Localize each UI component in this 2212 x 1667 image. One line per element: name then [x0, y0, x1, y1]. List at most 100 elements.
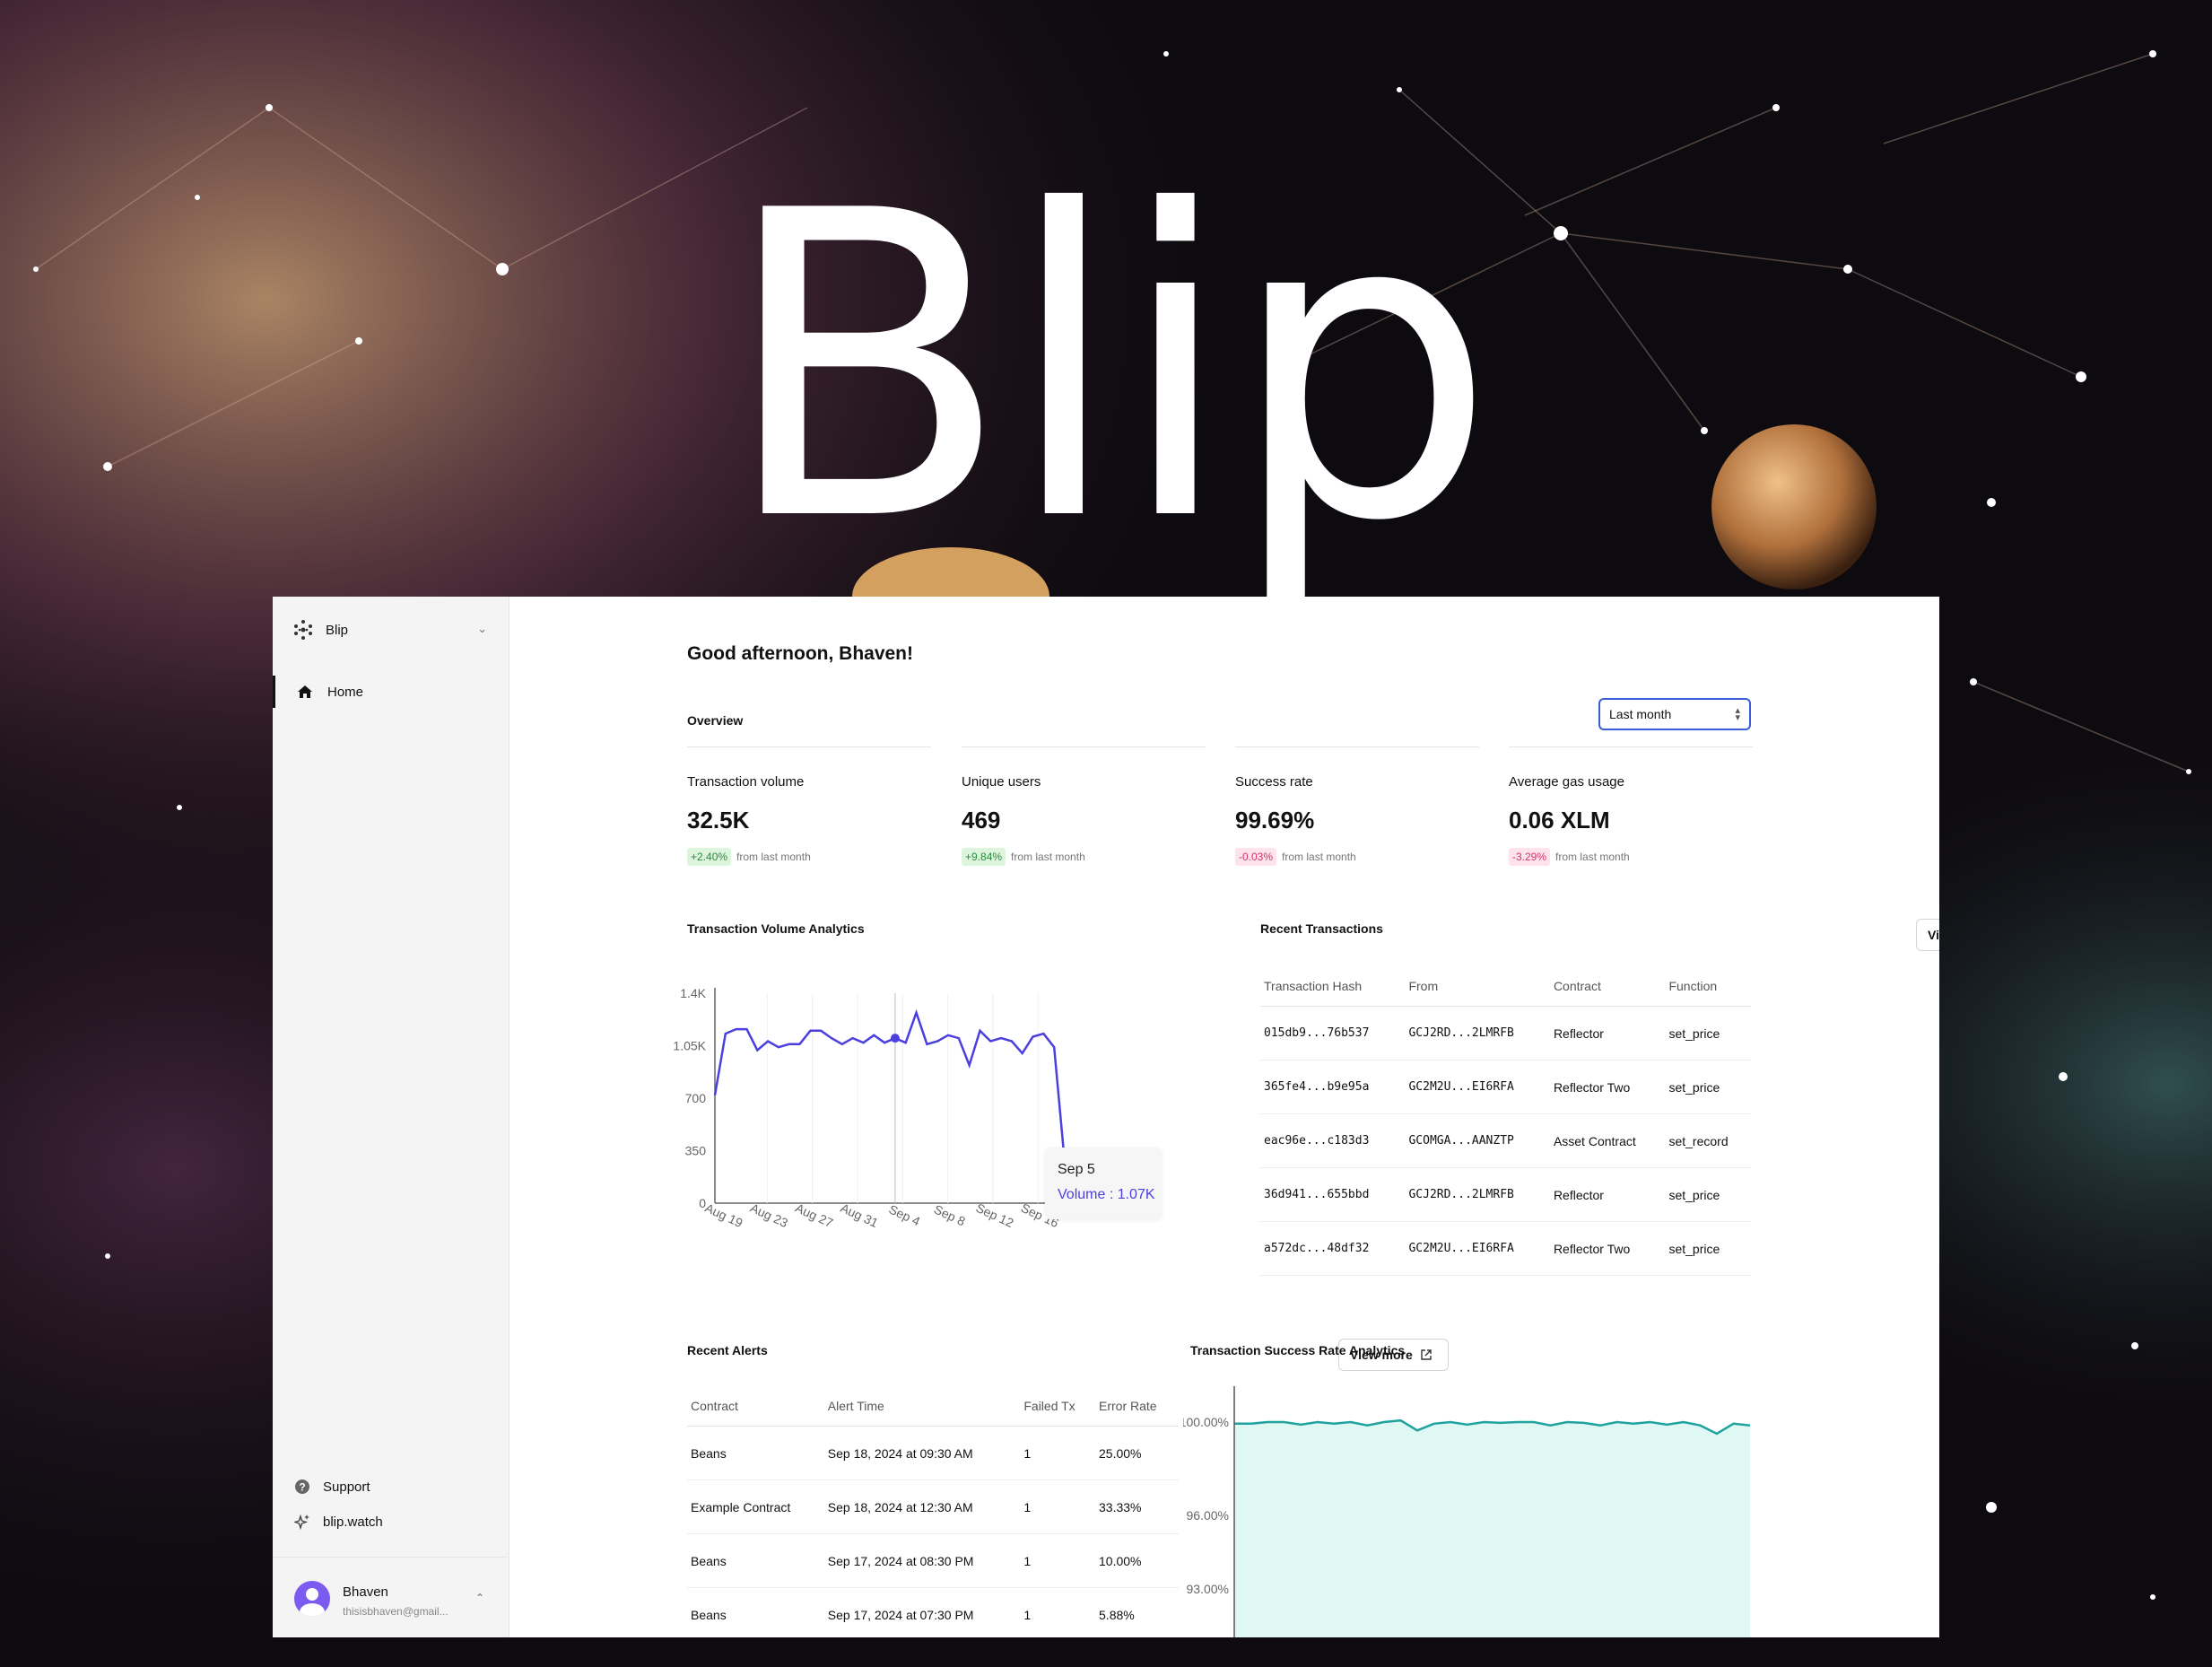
alert-error-rate: 25.00%: [1095, 1426, 1179, 1480]
column-header: Error Rate: [1095, 1386, 1179, 1427]
column-header: Alert Time: [823, 1386, 1021, 1427]
svg-text:?: ?: [299, 1481, 305, 1494]
table-row[interactable]: Beans Sep 17, 2024 at 07:30 PM 1 5.88%: [687, 1587, 1179, 1637]
table-row[interactable]: a572dc...48df32 GC2M2U...EI6RFA Reflecto…: [1260, 1221, 1751, 1276]
app-window: Blip ⌄ Home ? Support blip.watch Bha: [273, 597, 1939, 1637]
chart-tooltip: Sep 5 Volume : 1.07K: [1045, 1148, 1162, 1219]
column-header: Contract: [1549, 966, 1666, 1007]
chevron-down-icon[interactable]: ⌄: [477, 622, 487, 635]
chevron-up-down-icon: ▴ ▾: [1735, 705, 1740, 723]
stat-note: from last month: [1011, 851, 1085, 863]
volume-chart-title: Transaction Volume Analytics: [687, 921, 865, 936]
hero-title: Blip: [721, 122, 1496, 613]
recent-transactions-title: Recent Transactions: [1260, 921, 1383, 936]
volume-series-line: [713, 1008, 1067, 1164]
y-tick-label: 1.4K: [680, 986, 706, 1000]
tx-hash: a572dc...48df32: [1260, 1221, 1406, 1276]
tx-hash: eac96e...c183d3: [1260, 1113, 1406, 1168]
table-row[interactable]: eac96e...c183d3 GCOMGA...AANZTP Asset Co…: [1260, 1113, 1751, 1168]
avatar: [294, 1581, 330, 1617]
tx-hash: 365fe4...b9e95a: [1260, 1060, 1406, 1114]
success-series-line: [1234, 1418, 1751, 1436]
button-label: View more: [1350, 1348, 1413, 1362]
x-tick-label: Aug 19: [703, 1200, 745, 1230]
column-header: From: [1405, 966, 1550, 1007]
sidebar-item-home[interactable]: Home: [273, 676, 508, 708]
x-tick-label: Sep 4: [886, 1201, 922, 1228]
stat-note: from last month: [1555, 851, 1630, 863]
stat-label: Unique users: [962, 774, 1041, 790]
y-tick-label: 100.00%: [1183, 1415, 1229, 1429]
view-more-alerts-button[interactable]: View more: [1338, 1339, 1449, 1371]
table-row[interactable]: Example Contract Sep 18, 2024 at 12:30 A…: [687, 1479, 1179, 1534]
stat-value: 99.69%: [1235, 807, 1315, 834]
alert-time: Sep 17, 2024 at 07:30 PM: [823, 1587, 1021, 1637]
table-row[interactable]: Beans Sep 18, 2024 at 09:30 AM 1 25.00%: [687, 1426, 1179, 1480]
stat-change-badge: -0.03%: [1235, 848, 1277, 866]
view-more-transactions-button[interactable]: View more: [1916, 919, 1939, 951]
column-header: Failed Tx: [1020, 1386, 1096, 1427]
alert-contract: Beans: [687, 1587, 824, 1637]
stat-change-badge: -3.29%: [1509, 848, 1551, 866]
workspace-name: Blip: [326, 622, 349, 638]
tx-function: set_price: [1665, 1060, 1751, 1114]
tx-from: GCOMGA...AANZTP: [1405, 1113, 1550, 1168]
table-row[interactable]: 015db9...76b537 GCJ2RD...2LMRFB Reflecto…: [1260, 1006, 1751, 1060]
alert-error-rate: 33.33%: [1095, 1479, 1179, 1534]
y-tick-label: 350: [685, 1144, 707, 1158]
workspace-switcher[interactable]: Blip: [292, 616, 348, 643]
alert-contract: Example Contract: [687, 1479, 824, 1534]
range-select-value: Last month: [1609, 707, 1672, 721]
alert-failed-tx: 1: [1020, 1479, 1096, 1534]
button-label: View more: [1928, 928, 1939, 942]
tx-contract: Reflector: [1549, 1006, 1666, 1060]
sidebar-item-support[interactable]: ? Support: [294, 1479, 370, 1495]
tx-from: GC2M2U...EI6RFA: [1405, 1221, 1550, 1276]
range-select[interactable]: Last month ▴ ▾: [1598, 698, 1751, 730]
workspace-logo-icon: [294, 620, 312, 640]
greeting: Good afternoon, Bhaven!: [687, 643, 913, 664]
stat-change-badge: +9.84%: [962, 848, 1006, 866]
alert-time: Sep 18, 2024 at 09:30 AM: [823, 1426, 1021, 1480]
external-link-icon: [1421, 1349, 1432, 1360]
stat-value: 32.5K: [687, 807, 750, 834]
y-tick-label: 96.00%: [1187, 1508, 1229, 1523]
recent-alerts-title: Recent Alerts: [687, 1343, 768, 1357]
tx-function: set_price: [1665, 1221, 1751, 1276]
tooltip-date: Sep 5: [1058, 1162, 1095, 1177]
tx-contract: Reflector: [1549, 1167, 1666, 1222]
y-tick-label: 0: [699, 1196, 706, 1210]
tx-contract: Reflector Two: [1549, 1221, 1666, 1276]
table-row[interactable]: 365fe4...b9e95a GC2M2U...EI6RFA Reflecto…: [1260, 1060, 1751, 1114]
chevron-up-icon[interactable]: ⌃: [475, 1592, 484, 1604]
success-rate-chart[interactable]: 100.00% 96.00% 93.00%: [1183, 1386, 1757, 1637]
column-header: Function: [1665, 966, 1751, 1007]
alert-time: Sep 18, 2024 at 12:30 AM: [823, 1479, 1021, 1534]
hover-point: [890, 1034, 900, 1043]
transactions-table: Transaction Hash From Contract Function …: [1260, 966, 1751, 1276]
sidebar-item-label: Support: [323, 1479, 370, 1495]
sidebar-item-site[interactable]: blip.watch: [294, 1514, 383, 1530]
alerts-table: Contract Alert Time Failed Tx Error Rate…: [687, 1386, 1179, 1637]
user-menu[interactable]: Bhaven thisisbhaven@gmail... ⌃: [273, 1557, 508, 1637]
alert-error-rate: 10.00%: [1095, 1533, 1179, 1588]
tx-from: GCJ2RD...2LMRFB: [1405, 1006, 1550, 1060]
stat-transaction-volume: Transaction volume 32.5K +2.40% from last…: [687, 746, 931, 866]
sparkles-icon: [294, 1514, 309, 1530]
overview-title: Overview: [687, 713, 744, 728]
stat-label: Transaction volume: [687, 774, 805, 790]
y-tick-label: 93.00%: [1187, 1582, 1229, 1596]
alert-time: Sep 17, 2024 at 08:30 PM: [823, 1533, 1021, 1588]
success-area-fill: [1234, 1420, 1750, 1637]
user-name: Bhaven: [343, 1584, 388, 1600]
table-row[interactable]: Beans Sep 17, 2024 at 08:30 PM 1 10.00%: [687, 1533, 1179, 1588]
sidebar-item-label: Home: [327, 684, 364, 700]
table-row[interactable]: 36d941...655bbd GCJ2RD...2LMRFB Reflecto…: [1260, 1167, 1751, 1222]
alert-contract: Beans: [687, 1533, 824, 1588]
volume-chart[interactable]: 0 350 700 1.05K 1.4K Aug 19 Aug 23 Aug 27 Aug 3…: [670, 973, 1074, 1243]
tx-hash: 015db9...76b537: [1260, 1006, 1406, 1060]
alert-failed-tx: 1: [1020, 1587, 1096, 1637]
tx-hash: 36d941...655bbd: [1260, 1167, 1406, 1222]
tx-from: GCJ2RD...2LMRFB: [1405, 1167, 1550, 1222]
tooltip-value: Volume : 1.07K: [1058, 1187, 1155, 1202]
